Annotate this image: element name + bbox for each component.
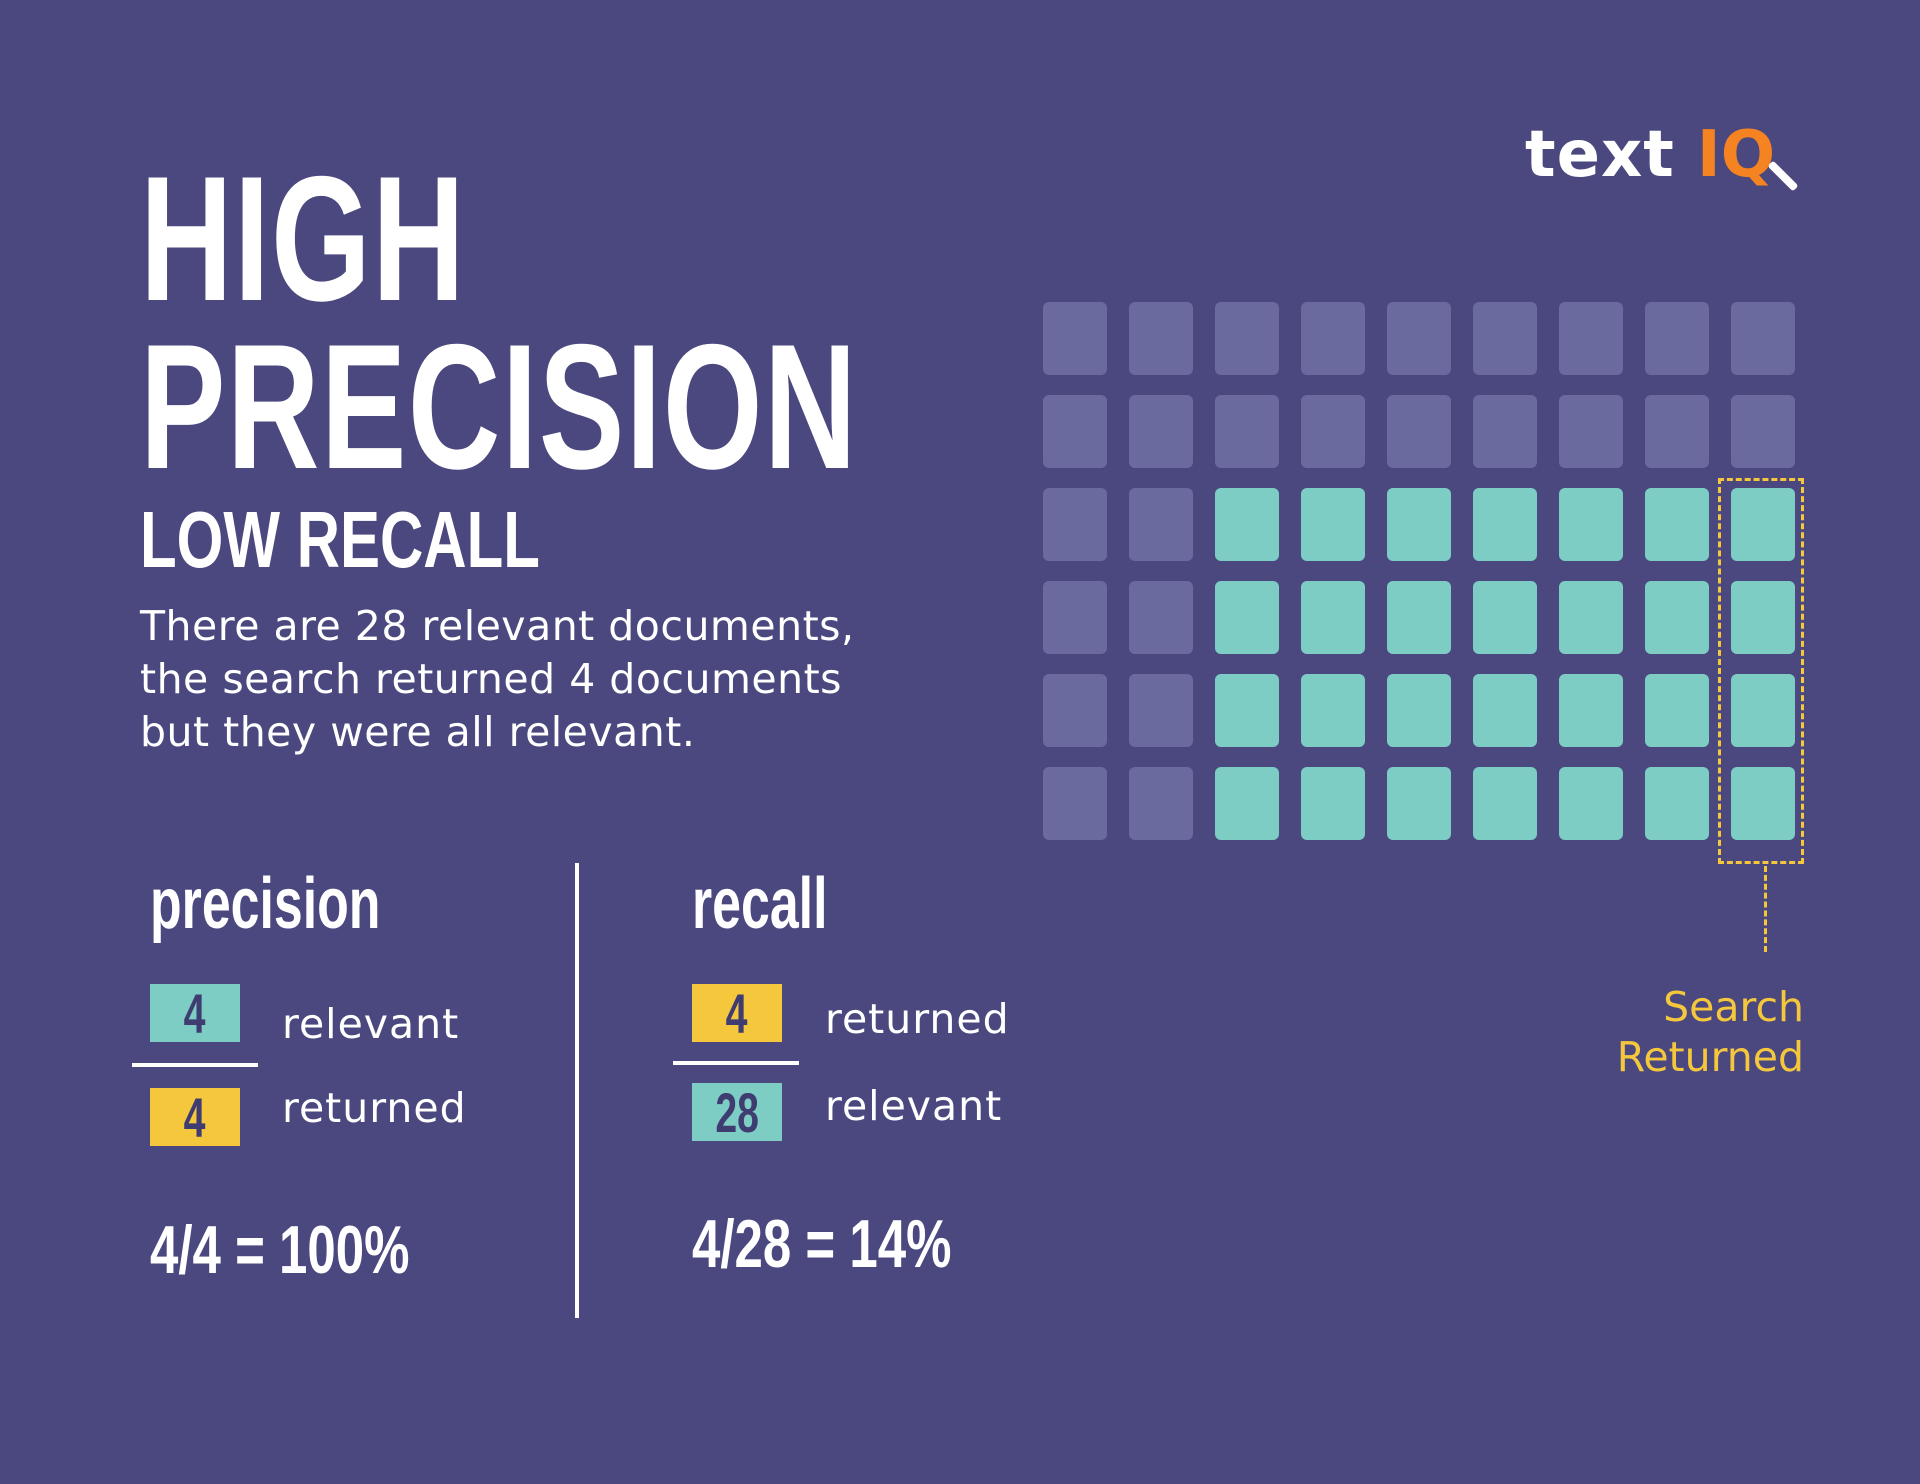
section-divider	[575, 863, 579, 1318]
text-iq-logo: text IQ	[1525, 110, 1799, 200]
document-cell	[1129, 488, 1193, 561]
document-cell	[1129, 767, 1193, 840]
precision-numerator-label: relevant	[282, 1000, 460, 1048]
relevant-document-cell	[1473, 767, 1537, 840]
recall-numerator-label: returned	[825, 995, 1010, 1043]
relevant-document-cell	[1473, 488, 1537, 561]
logo-text: text	[1525, 118, 1675, 192]
document-cell	[1215, 395, 1279, 468]
search-returned-box	[1718, 478, 1804, 864]
precision-numerator-box: 4	[150, 982, 240, 1045]
document-cell	[1129, 581, 1193, 654]
document-cell	[1129, 674, 1193, 747]
relevant-document-cell	[1559, 767, 1623, 840]
document-cell	[1043, 302, 1107, 375]
search-returned-label: Search Returned	[1560, 982, 1804, 1082]
relevant-document-cell	[1731, 581, 1795, 654]
search-returned-connector	[1764, 866, 1767, 952]
relevant-document-cell	[1215, 488, 1279, 561]
document-cell	[1473, 302, 1537, 375]
title-line-2: PRECISION	[140, 307, 858, 506]
recall-result: 4/28 = 14%	[692, 1206, 952, 1282]
document-cell	[1215, 302, 1279, 375]
document-cell	[1301, 395, 1365, 468]
relevant-document-cell	[1215, 767, 1279, 840]
precision-numerator: 4	[184, 981, 206, 1045]
relevant-document-cell	[1645, 767, 1709, 840]
precision-denominator-box: 4	[150, 1086, 240, 1149]
relevant-document-cell	[1559, 674, 1623, 747]
recall-fraction-line	[673, 1061, 799, 1065]
recall-denominator: 28	[715, 1080, 759, 1144]
precision-denominator-label: returned	[282, 1084, 467, 1132]
relevant-document-cell	[1731, 674, 1795, 747]
relevant-document-cell	[1387, 767, 1451, 840]
relevant-document-cell	[1215, 674, 1279, 747]
description: There are 28 relevant documents, the sea…	[140, 602, 855, 756]
precision-result: 4/4 = 100%	[150, 1212, 410, 1288]
relevant-document-cell	[1731, 767, 1795, 840]
relevant-document-cell	[1387, 581, 1451, 654]
precision-denominator: 4	[184, 1085, 206, 1149]
document-cell	[1301, 302, 1365, 375]
logo-iq-text: IQ	[1696, 118, 1776, 192]
relevant-document-cell	[1301, 674, 1365, 747]
precision-title: precision	[150, 864, 381, 944]
relevant-document-cell	[1559, 581, 1623, 654]
document-cell	[1473, 395, 1537, 468]
recall-title: recall	[692, 864, 828, 944]
document-cell	[1731, 302, 1795, 375]
document-cell	[1731, 395, 1795, 468]
document-cell	[1129, 395, 1193, 468]
relevant-document-cell	[1473, 581, 1537, 654]
document-cell	[1645, 395, 1709, 468]
relevant-document-cell	[1301, 767, 1365, 840]
recall-numerator: 4	[726, 981, 748, 1045]
document-cell	[1043, 767, 1107, 840]
document-cell	[1387, 395, 1451, 468]
recall-numerator-box: 4	[692, 982, 782, 1045]
logo-iq: IQ	[1696, 118, 1799, 192]
subtitle: LOW RECALL	[140, 495, 540, 584]
relevant-document-cell	[1559, 488, 1623, 561]
relevant-document-cell	[1645, 488, 1709, 561]
recall-denominator-box: 28	[692, 1081, 782, 1144]
document-cell	[1043, 395, 1107, 468]
document-cell	[1645, 302, 1709, 375]
document-cell	[1387, 302, 1451, 375]
relevant-document-cell	[1473, 674, 1537, 747]
search-label-line1: Search	[1663, 983, 1804, 1031]
document-cell	[1129, 302, 1193, 375]
document-cell	[1559, 395, 1623, 468]
search-label-line2: Returned	[1616, 1033, 1804, 1081]
relevant-document-cell	[1215, 581, 1279, 654]
document-cell	[1043, 674, 1107, 747]
precision-fraction-line	[132, 1063, 258, 1067]
title-line-1: HIGH	[140, 139, 467, 338]
relevant-document-cell	[1301, 488, 1365, 561]
document-cell	[1043, 581, 1107, 654]
relevant-document-cell	[1731, 488, 1795, 561]
relevant-document-cell	[1645, 581, 1709, 654]
document-cell	[1043, 488, 1107, 561]
relevant-document-cell	[1645, 674, 1709, 747]
relevant-document-cell	[1301, 581, 1365, 654]
relevant-document-cell	[1387, 488, 1451, 561]
relevant-document-cell	[1387, 674, 1451, 747]
recall-denominator-label: relevant	[825, 1082, 1003, 1130]
document-cell	[1559, 302, 1623, 375]
